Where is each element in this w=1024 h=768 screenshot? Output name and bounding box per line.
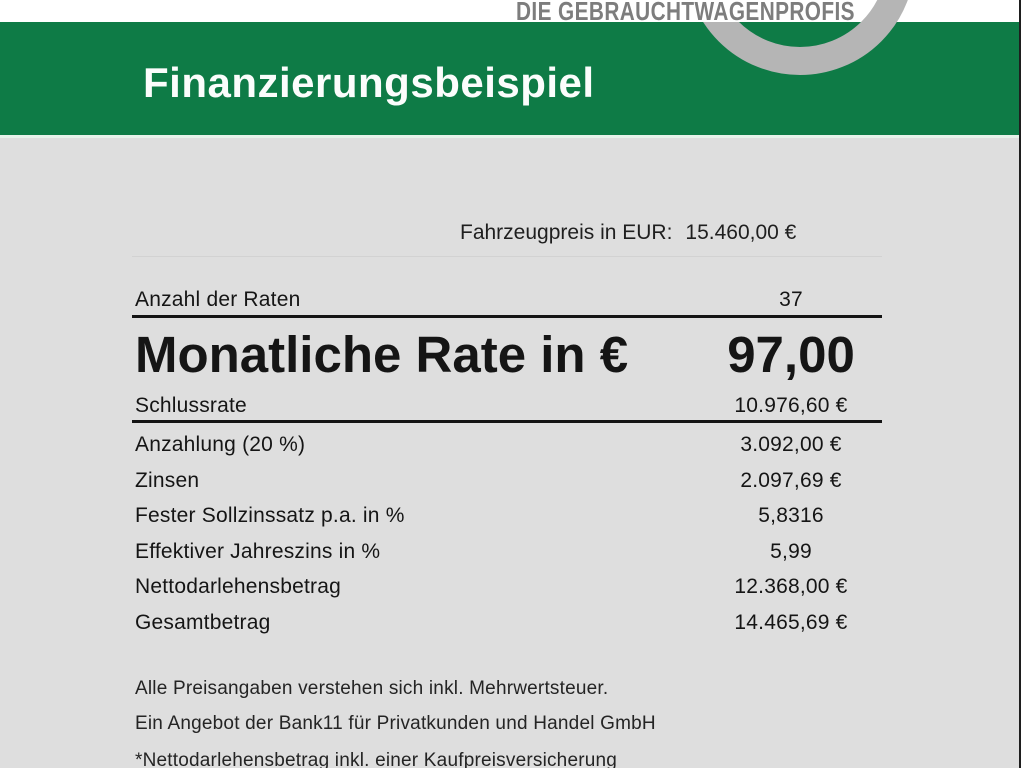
vehicle-price-value: 15.460,00 € [685,221,797,244]
row-label: Fester Sollzinssatz p.a. in % [135,504,405,527]
row-label: Monatliche Rate in € [135,326,629,383]
row-value: 3.092,00 € [740,433,842,456]
table-row-sollzinssatz: Fester Sollzinssatz p.a. in % 5,8316 [132,498,882,534]
table-top-rule [132,256,882,257]
header: DIE GEBRAUCHTWAGENPROFIS Finanzierungsbe… [0,0,1019,138]
table-row-anzahlung: Anzahlung (20 %) 3.092,00 € [132,427,882,463]
row-value: 14.465,69 € [734,610,848,634]
row-label: Gesamtbetrag [135,610,271,634]
vehicle-price-label: Fahrzeugpreis in EUR: [460,221,673,244]
row-value: 10.976,60 € [734,394,848,417]
vehicle-price-line: Fahrzeugpreis in EUR: 15.460,00 € [460,221,796,245]
table-row-gesamtbetrag: Gesamtbetrag 14.465,69 € [132,605,882,641]
tagline-background [0,0,846,22]
table-row-monatliche-rate: Monatliche Rate in € 97,00 [132,318,882,390]
footnote-vat: Alle Preisangaben verstehen sich inkl. M… [135,678,609,699]
table-row-schlussrate: Schlussrate 10.976,60 € [132,390,882,423]
row-value: 5,8316 [758,504,824,527]
brand-tagline: DIE GEBRAUCHTWAGENPROFIS [516,0,855,26]
footnote-insurance: *Nettodarlehensbetrag inkl. einer Kaufpr… [135,750,618,768]
page-right-edge [1019,0,1021,768]
row-value: 97,00 [727,326,855,383]
row-value: 5,99 [770,539,812,563]
financing-table: Anzahl der Raten 37 Monatliche Rate in €… [132,285,882,640]
table-row-effektiver-jahreszins: Effektiver Jahreszins in % 5,99 [132,534,882,570]
footnote-bank: Ein Angebot der Bank11 für Privatkunden … [135,713,656,734]
row-label: Anzahlung (20 %) [135,433,306,456]
table-row-anzahl-der-raten: Anzahl der Raten 37 [132,285,882,318]
row-value: 12.368,00 € [734,575,848,598]
table-row-nettodarlehensbetrag: Nettodarlehensbetrag 12.368,00 € [132,569,882,605]
brand-arc-logo [692,0,908,75]
row-value: 2.097,69 € [740,468,842,492]
row-label: Nettodarlehensbetrag [135,575,341,598]
page-title: Finanzierungsbeispiel [143,59,595,106]
row-label: Effektiver Jahreszins in % [135,539,381,563]
row-label: Schlussrate [135,394,247,417]
row-value: 37 [779,288,803,311]
row-label: Zinsen [135,468,200,492]
row-label: Anzahl der Raten [135,288,301,311]
table-row-zinsen: Zinsen 2.097,69 € [132,463,882,499]
